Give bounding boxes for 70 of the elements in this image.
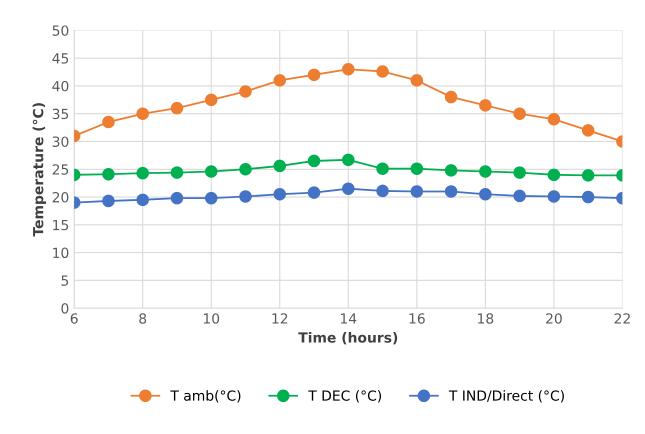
x-tick-label: 18 (478, 313, 494, 324)
y-tick-label: 0 (61, 303, 68, 314)
point (513, 107, 526, 120)
point (274, 74, 286, 87)
point (204, 94, 218, 106)
y-tick-label: 10 (53, 248, 68, 258)
point (308, 68, 320, 82)
point (170, 166, 184, 179)
point (444, 90, 458, 104)
point (342, 63, 355, 76)
x-tick-label: 14 (340, 313, 356, 324)
point (548, 168, 560, 182)
point (136, 194, 149, 206)
point (513, 190, 526, 202)
point (342, 154, 355, 166)
point (274, 160, 286, 172)
x-tick-label: 6 (70, 313, 78, 324)
y-tick-label: 30 (52, 136, 68, 147)
x-tick-label: 16 (410, 313, 425, 324)
point (170, 192, 184, 204)
y-tick-label: 25 (52, 164, 68, 175)
y-tick-label: 5 (62, 276, 68, 286)
x-tick-label: 8 (139, 313, 146, 324)
legend-label: T IND/Direct (°C) (448, 390, 564, 402)
y-tick-label: 35 (52, 108, 68, 120)
point (582, 169, 594, 182)
x-tick-label: 22 (614, 313, 630, 324)
point (479, 165, 492, 178)
point (410, 162, 424, 175)
x-tick-label: 12 (272, 313, 288, 324)
point (239, 190, 252, 203)
point (239, 85, 252, 98)
point (548, 113, 560, 126)
point (376, 184, 389, 198)
legend-label: T amb(°C) (170, 390, 240, 402)
point (204, 192, 218, 204)
point (102, 194, 115, 208)
point (410, 74, 424, 87)
point (479, 99, 492, 112)
point (170, 102, 184, 114)
x-tick-label: 10 (204, 313, 220, 324)
point (102, 168, 115, 181)
point (239, 163, 252, 176)
point (308, 186, 320, 199)
point (582, 124, 594, 137)
y-tick-label: 40 (52, 80, 68, 92)
point (342, 182, 355, 195)
y-tick-label: 20 (52, 192, 68, 203)
x-axis-title: Time (hours) (298, 332, 398, 344)
point (376, 65, 389, 78)
point (308, 154, 320, 168)
x-tick-label: 20 (546, 313, 562, 324)
point (274, 188, 286, 201)
y-tick-label: 45 (52, 53, 68, 64)
point (444, 185, 458, 198)
point (548, 190, 560, 203)
point (410, 185, 424, 198)
point (479, 188, 492, 201)
point (376, 162, 389, 175)
y-axis-title: Temperature (°C) (32, 103, 46, 236)
point (513, 166, 526, 179)
point (136, 107, 149, 120)
y-tick-label: 50 (52, 25, 68, 36)
point (136, 166, 149, 180)
legend-label: T DEC (°C) (308, 390, 382, 402)
point (582, 190, 594, 204)
point (204, 165, 218, 178)
point (444, 164, 458, 177)
y-tick-label: 15 (53, 220, 68, 230)
point (102, 116, 115, 128)
